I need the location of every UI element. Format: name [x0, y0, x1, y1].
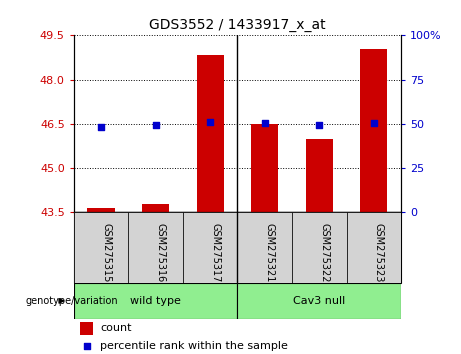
Point [370, 120, 378, 126]
Text: count: count [100, 323, 131, 333]
Text: GSM275322: GSM275322 [319, 223, 329, 282]
Bar [183, 212, 237, 283]
Bar [142, 204, 169, 212]
Point [97, 125, 105, 130]
Text: wild type: wild type [130, 296, 181, 306]
Bar [88, 208, 115, 212]
Bar [237, 283, 401, 319]
Text: GSM275317: GSM275317 [210, 223, 220, 282]
Text: GSM275315: GSM275315 [101, 223, 111, 282]
Point [152, 122, 159, 128]
Bar [360, 49, 387, 212]
Text: genotype/variation: genotype/variation [26, 296, 118, 306]
Bar [251, 125, 278, 212]
Title: GDS3552 / 1433917_x_at: GDS3552 / 1433917_x_at [149, 18, 326, 32]
Text: GSM275321: GSM275321 [265, 223, 275, 282]
Text: percentile rank within the sample: percentile rank within the sample [100, 341, 288, 351]
Bar [292, 212, 347, 283]
Text: Cav3 null: Cav3 null [293, 296, 345, 306]
Bar [74, 283, 237, 319]
Point [315, 122, 323, 128]
Bar [128, 212, 183, 283]
Text: GSM275323: GSM275323 [374, 223, 384, 282]
Bar [74, 212, 128, 283]
Bar [196, 56, 224, 212]
Point [207, 120, 214, 125]
Text: GSM275316: GSM275316 [156, 223, 165, 282]
Bar [80, 322, 94, 335]
Point [83, 343, 90, 349]
Point [261, 120, 268, 126]
Bar [306, 139, 333, 212]
Bar [237, 212, 292, 283]
Bar [347, 212, 401, 283]
